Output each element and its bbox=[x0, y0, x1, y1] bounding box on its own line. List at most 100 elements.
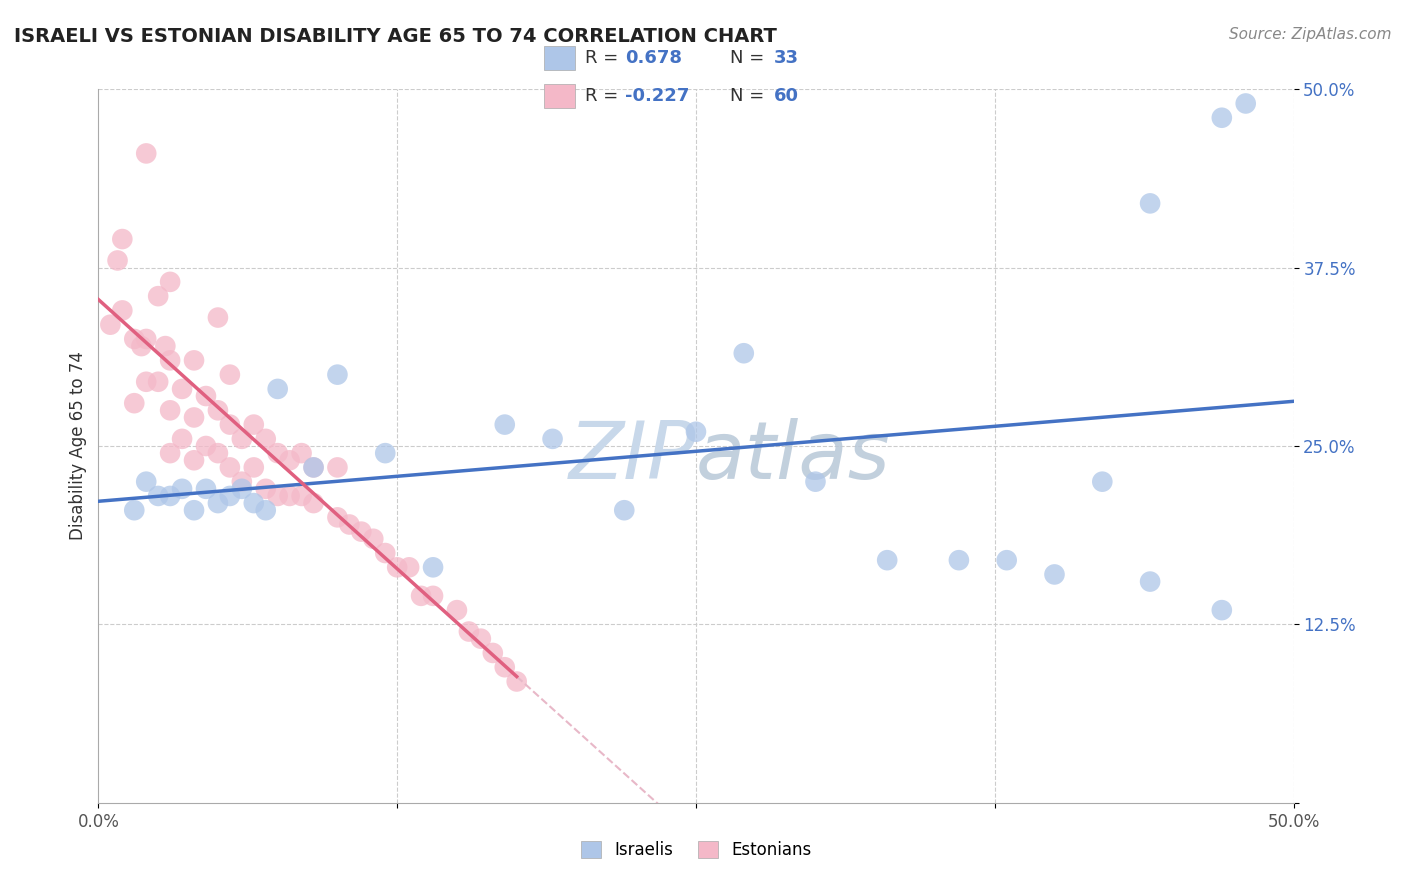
Point bbox=[804, 475, 827, 489]
Point bbox=[111, 303, 134, 318]
Point bbox=[326, 460, 349, 475]
Point bbox=[1043, 567, 1066, 582]
Point bbox=[172, 482, 194, 496]
Point bbox=[267, 489, 290, 503]
Point bbox=[124, 332, 146, 346]
Point bbox=[385, 560, 409, 574]
Point bbox=[195, 482, 218, 496]
Text: -0.227: -0.227 bbox=[626, 87, 690, 105]
Point bbox=[458, 624, 481, 639]
Point bbox=[219, 460, 242, 475]
Bar bbox=[544, 84, 575, 108]
Point bbox=[446, 603, 468, 617]
Text: 0.678: 0.678 bbox=[626, 49, 682, 67]
Point bbox=[172, 382, 194, 396]
Point bbox=[302, 460, 325, 475]
Point bbox=[159, 489, 181, 503]
Point bbox=[111, 232, 134, 246]
Point bbox=[494, 660, 516, 674]
Point bbox=[506, 674, 529, 689]
Point bbox=[107, 253, 129, 268]
Text: 33: 33 bbox=[773, 49, 799, 67]
Point bbox=[195, 389, 218, 403]
Point bbox=[411, 589, 433, 603]
Point bbox=[148, 375, 170, 389]
Point bbox=[1211, 603, 1233, 617]
Point bbox=[339, 517, 361, 532]
Point bbox=[291, 489, 314, 503]
Point bbox=[159, 446, 181, 460]
Point bbox=[302, 460, 325, 475]
Point bbox=[470, 632, 492, 646]
Point bbox=[148, 489, 170, 503]
Point bbox=[243, 496, 266, 510]
Point bbox=[733, 346, 755, 360]
Point bbox=[995, 553, 1018, 567]
Text: R =: R = bbox=[585, 49, 624, 67]
Text: N =: N = bbox=[730, 49, 770, 67]
Point bbox=[1211, 111, 1233, 125]
Point bbox=[422, 589, 444, 603]
Point bbox=[267, 382, 290, 396]
Point bbox=[398, 560, 420, 574]
Point bbox=[183, 503, 205, 517]
Point bbox=[374, 546, 396, 560]
Point bbox=[291, 446, 314, 460]
Point bbox=[302, 496, 325, 510]
Text: 60: 60 bbox=[773, 87, 799, 105]
Point bbox=[231, 432, 253, 446]
Text: N =: N = bbox=[730, 87, 770, 105]
Bar bbox=[544, 46, 575, 70]
Point bbox=[243, 460, 266, 475]
Point bbox=[124, 396, 146, 410]
Point bbox=[278, 489, 301, 503]
Point bbox=[148, 289, 170, 303]
Text: atlas: atlas bbox=[696, 417, 891, 496]
Point bbox=[207, 403, 229, 417]
Point bbox=[183, 410, 205, 425]
Point bbox=[422, 560, 444, 574]
Point bbox=[159, 403, 181, 417]
Point bbox=[155, 339, 177, 353]
Point bbox=[254, 482, 277, 496]
Text: ZIP: ZIP bbox=[568, 417, 696, 496]
Point bbox=[481, 646, 505, 660]
Point bbox=[363, 532, 385, 546]
Point bbox=[207, 496, 229, 510]
Point bbox=[135, 475, 157, 489]
Point bbox=[183, 453, 205, 467]
Point bbox=[219, 489, 242, 503]
Point bbox=[243, 417, 266, 432]
Point bbox=[219, 417, 242, 432]
Y-axis label: Disability Age 65 to 74: Disability Age 65 to 74 bbox=[69, 351, 87, 541]
Point bbox=[159, 275, 181, 289]
Legend: Israelis, Estonians: Israelis, Estonians bbox=[574, 834, 818, 866]
Point bbox=[131, 339, 153, 353]
Point bbox=[1234, 96, 1257, 111]
Point bbox=[135, 332, 157, 346]
Point bbox=[254, 503, 277, 517]
Point bbox=[876, 553, 898, 567]
Point bbox=[494, 417, 516, 432]
Point bbox=[541, 432, 564, 446]
Text: ISRAELI VS ESTONIAN DISABILITY AGE 65 TO 74 CORRELATION CHART: ISRAELI VS ESTONIAN DISABILITY AGE 65 TO… bbox=[14, 27, 778, 45]
Point bbox=[172, 432, 194, 446]
Point bbox=[1139, 196, 1161, 211]
Point bbox=[326, 368, 349, 382]
Point bbox=[219, 368, 242, 382]
Point bbox=[159, 353, 181, 368]
Point bbox=[326, 510, 349, 524]
Point bbox=[98, 318, 122, 332]
Point bbox=[231, 482, 253, 496]
Text: Source: ZipAtlas.com: Source: ZipAtlas.com bbox=[1229, 27, 1392, 42]
Point bbox=[278, 453, 301, 467]
Point bbox=[1091, 475, 1114, 489]
Point bbox=[231, 475, 253, 489]
Point bbox=[685, 425, 707, 439]
Text: R =: R = bbox=[585, 87, 624, 105]
Point bbox=[613, 503, 636, 517]
Point bbox=[207, 446, 229, 460]
Point bbox=[195, 439, 218, 453]
Point bbox=[254, 432, 277, 446]
Point bbox=[350, 524, 373, 539]
